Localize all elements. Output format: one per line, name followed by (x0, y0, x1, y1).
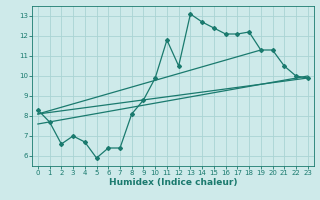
X-axis label: Humidex (Indice chaleur): Humidex (Indice chaleur) (108, 178, 237, 187)
